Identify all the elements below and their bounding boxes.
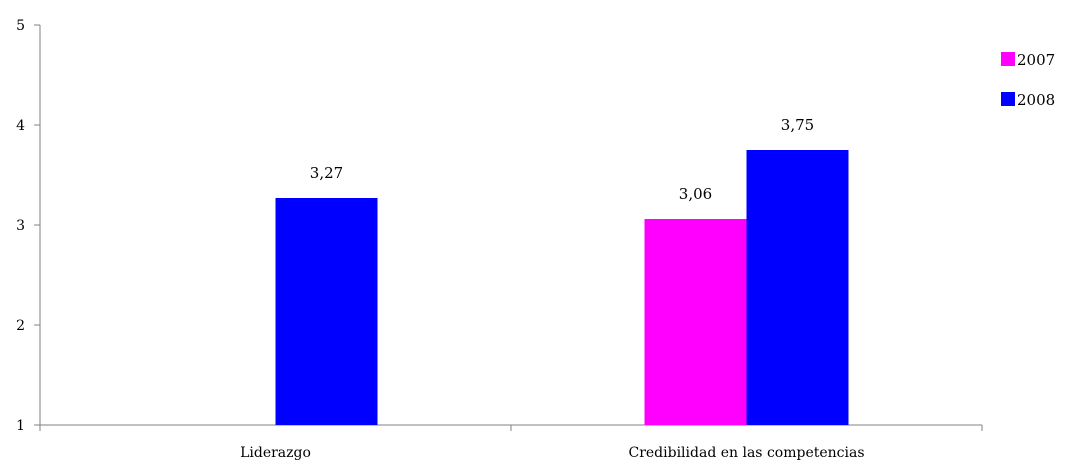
x-axis-ticks — [39, 425, 983, 431]
data-labels: 3,27 3,06 3,75 — [310, 116, 814, 203]
bar-2008-1 — [746, 150, 849, 425]
legend-label: 2008 — [1017, 91, 1055, 109]
bar-series — [275, 150, 849, 425]
y-tick-label: 3 — [16, 218, 25, 234]
y-axis-ticks: 1 2 3 4 5 — [16, 18, 40, 434]
category-label: Credibilidad en las competencias — [628, 445, 864, 461]
category-labels: Liderazgo Credibilidad en las competencia… — [240, 445, 864, 461]
legend-swatch-2007 — [1001, 52, 1015, 66]
category-label: Liderazgo — [240, 445, 311, 461]
y-tick-label: 4 — [16, 118, 25, 134]
data-label: 3,27 — [310, 164, 343, 182]
data-label: 3,75 — [781, 116, 814, 134]
legend: 2007 2008 — [1001, 51, 1055, 109]
legend-swatch-2008 — [1001, 92, 1015, 106]
bar-2008-0 — [275, 198, 378, 425]
bar-2007-1 — [644, 219, 747, 425]
legend-label: 2007 — [1017, 51, 1055, 69]
y-tick-label: 1 — [16, 418, 25, 434]
data-label: 3,06 — [679, 185, 712, 203]
y-tick-label: 5 — [16, 18, 25, 34]
y-tick-label: 2 — [16, 318, 25, 334]
